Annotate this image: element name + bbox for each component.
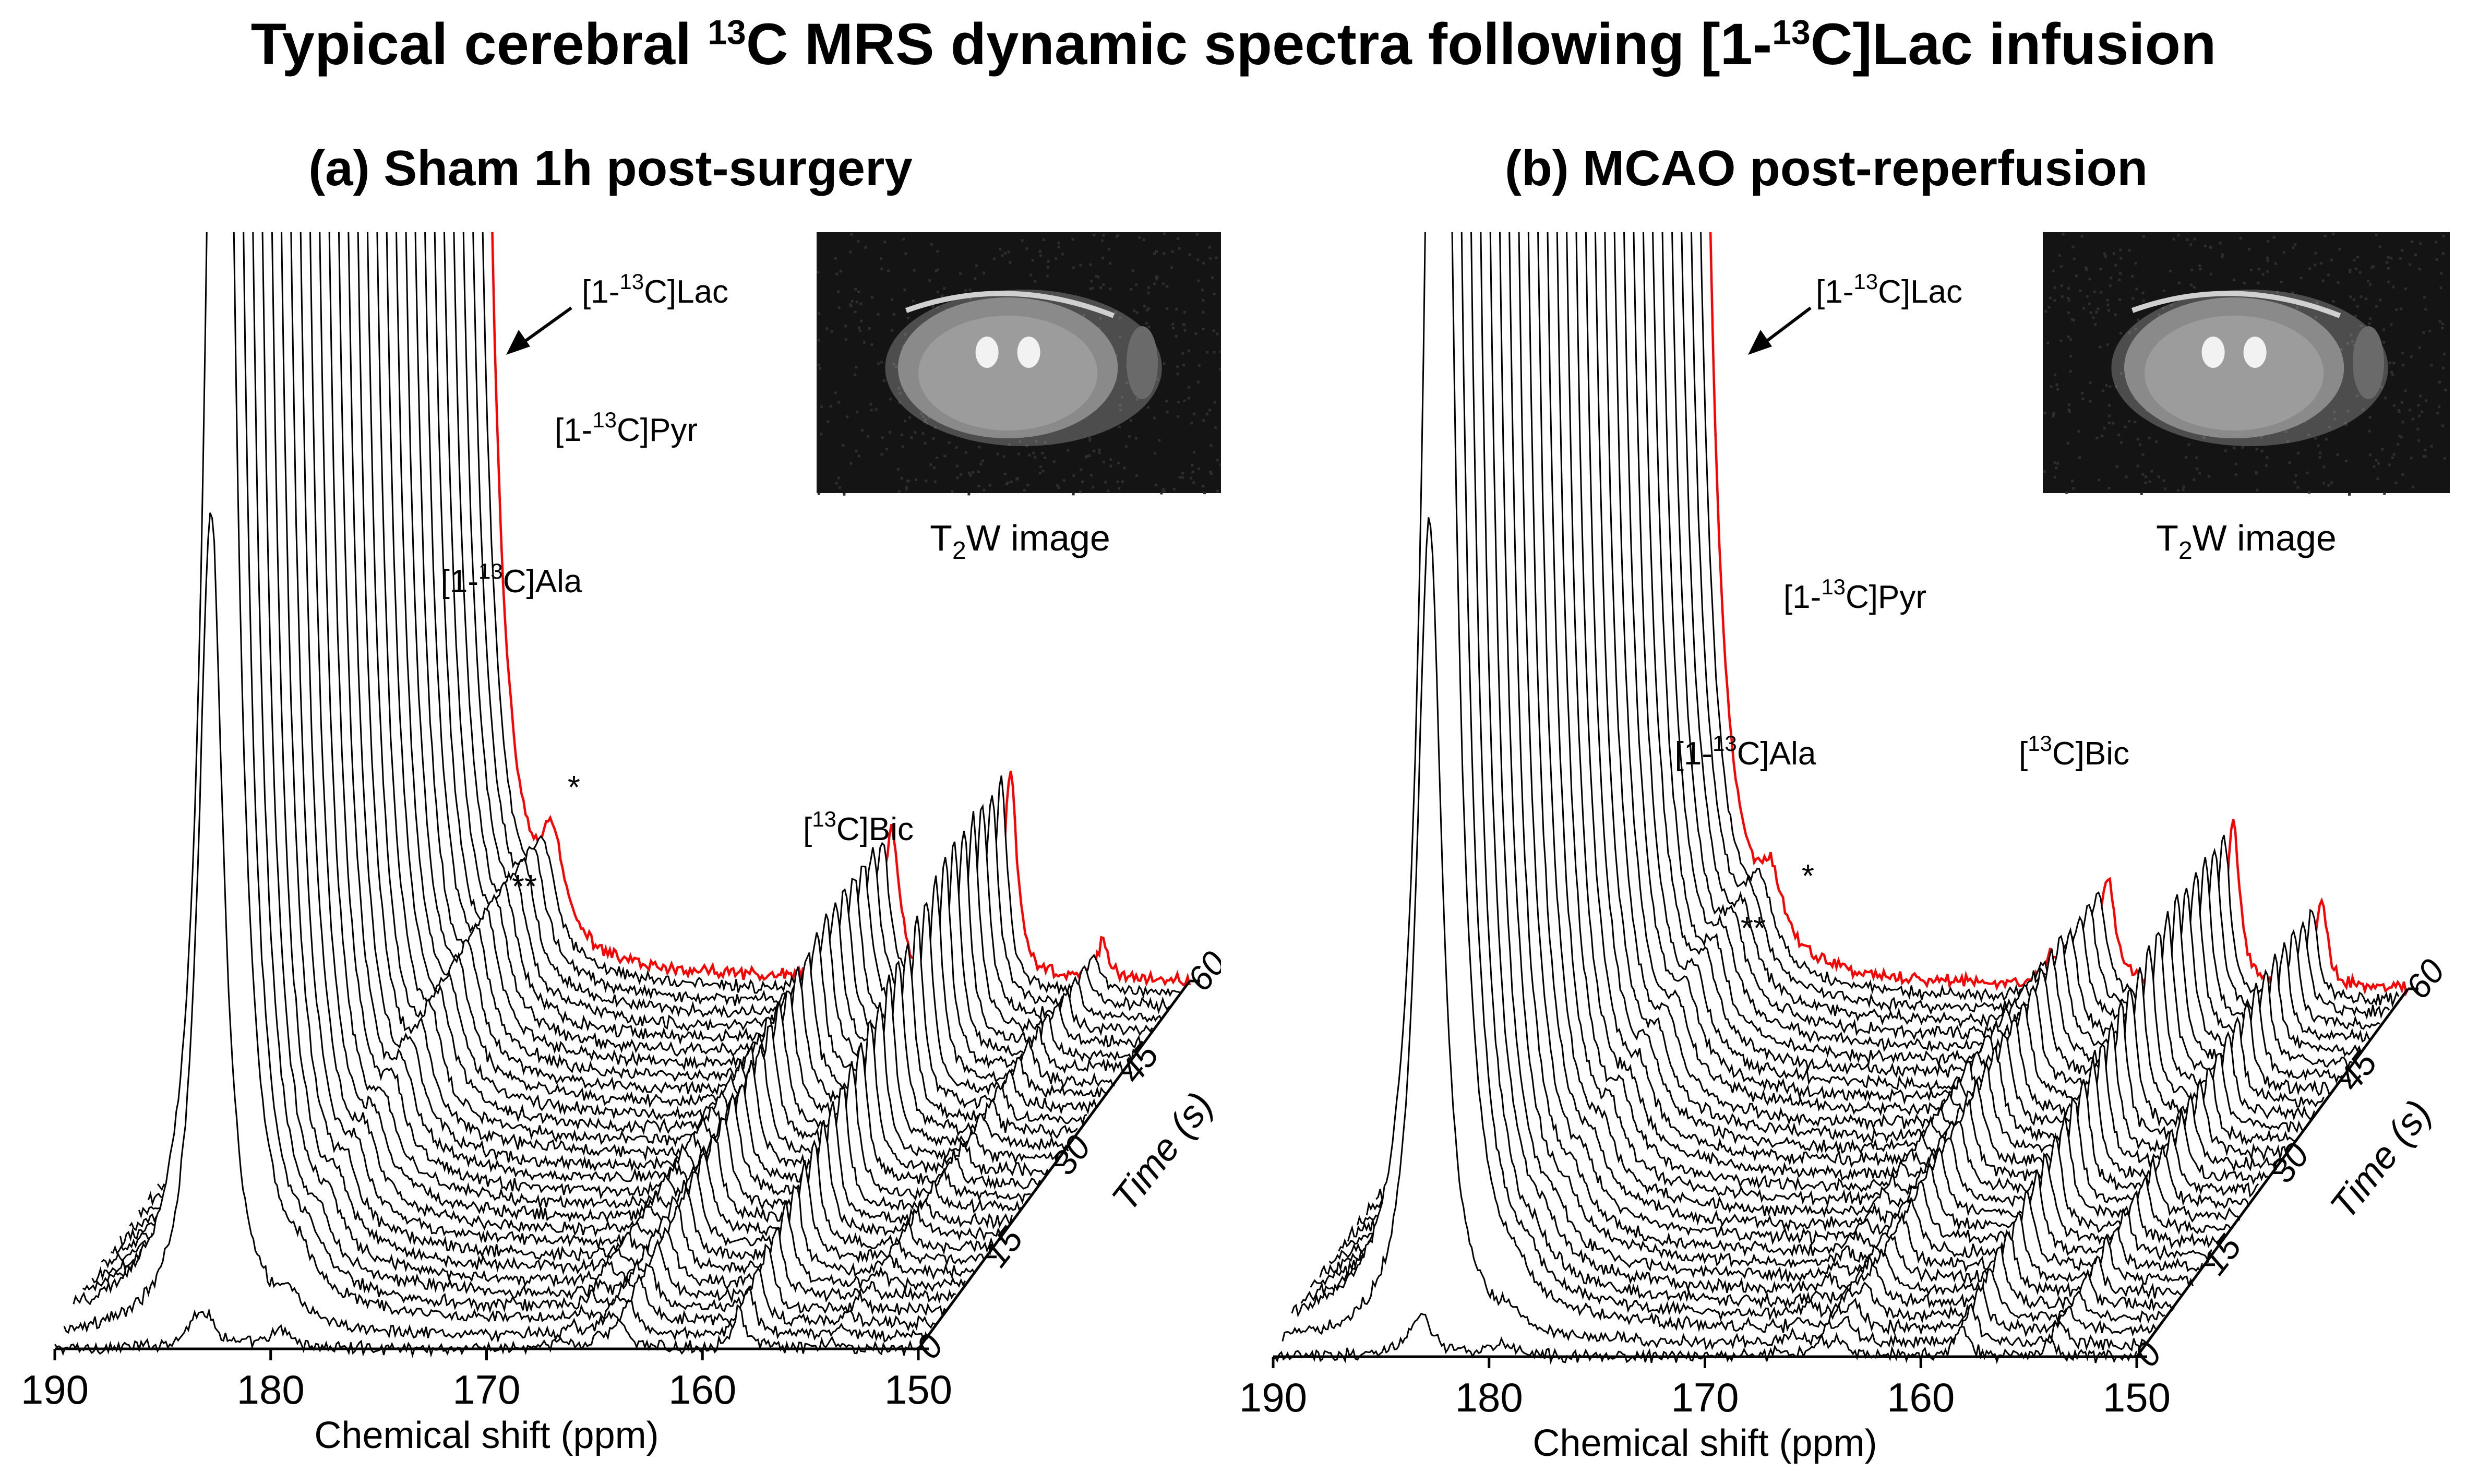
x-tick-label: 190 bbox=[1239, 1374, 1307, 1420]
spectrum-line bbox=[213, 232, 1078, 1139]
spectrum-line bbox=[1347, 232, 2212, 1262]
x-tick-label: 160 bbox=[1887, 1374, 1955, 1420]
time-axis-label: Time (s) bbox=[1104, 1085, 1221, 1219]
peak-annotation: [13C]Bic bbox=[803, 807, 914, 847]
annotation-arrowhead bbox=[1748, 330, 1772, 355]
spectrum-line bbox=[1506, 232, 2372, 1043]
spectrum-line bbox=[279, 232, 1144, 1049]
x-tick-label: 170 bbox=[1671, 1374, 1739, 1420]
inset-caption: T2W image bbox=[930, 518, 1110, 565]
mri-inset-image bbox=[817, 232, 1221, 496]
spectrum-line bbox=[166, 232, 1031, 1205]
inset-caption: T2W image bbox=[2156, 518, 2337, 565]
spectrum-line bbox=[1496, 232, 2362, 1057]
spectrum-line bbox=[232, 232, 1097, 1115]
spectrum-line bbox=[1478, 232, 2343, 1084]
spectrum-line bbox=[185, 232, 1050, 1177]
annotation-arrow bbox=[1758, 306, 1812, 348]
peak-annotation: [1-13C]Ala bbox=[441, 559, 582, 600]
mri-inset-image bbox=[2043, 232, 2450, 496]
spectrum-line-highlight bbox=[325, 232, 1191, 987]
spectrum-line bbox=[1516, 232, 2380, 1030]
x-tick-label: 150 bbox=[2103, 1374, 2171, 1420]
spectrum-line bbox=[297, 232, 1163, 1023]
page-title: Typical cerebral 13C MRS dynamic spectra… bbox=[250, 11, 2217, 77]
peak-annotation: * bbox=[568, 770, 580, 806]
x-axis-label: Chemical shift (ppm) bbox=[314, 1415, 658, 1456]
x-tick-label: 150 bbox=[884, 1367, 952, 1413]
peak-annotation: [1-13C]Pyr bbox=[1783, 575, 1926, 615]
spectrum-line bbox=[1319, 232, 2184, 1300]
time-axis-label: Time (s) bbox=[2322, 1093, 2440, 1227]
spectrum-line bbox=[1300, 232, 2165, 1324]
spectrum-line bbox=[1403, 232, 2268, 1185]
spectrum-line bbox=[1384, 232, 2250, 1210]
spectrum-line bbox=[316, 232, 1181, 999]
spectrum-line bbox=[63, 512, 929, 1344]
spectrum-line bbox=[91, 232, 956, 1304]
spectrum-line bbox=[260, 232, 1125, 1074]
x-tick-label: 170 bbox=[452, 1367, 520, 1413]
spectrum-line bbox=[138, 232, 1003, 1242]
spectrum-line bbox=[1291, 232, 2157, 1338]
spectrum-line bbox=[1394, 232, 2259, 1198]
spectrum-line bbox=[82, 232, 947, 1318]
spectrum-line bbox=[307, 232, 1171, 1014]
peak-annotation: [1-13C]Pyr bbox=[555, 408, 698, 448]
spectrum-line bbox=[1356, 232, 2222, 1249]
spectrum-line bbox=[73, 232, 938, 1332]
x-tick-label: 180 bbox=[1455, 1374, 1523, 1420]
spectrum-line bbox=[1412, 232, 2278, 1172]
peak-annotation: [1-13C]Lac bbox=[582, 269, 728, 310]
spectrum-line bbox=[1487, 232, 2352, 1071]
x-tick-label: 190 bbox=[21, 1367, 89, 1413]
peak-annotation: [1-13C]Lac bbox=[1816, 269, 1962, 310]
spectrum-line bbox=[1441, 232, 2306, 1134]
spectrum-line bbox=[222, 232, 1087, 1126]
x-tick-label: 180 bbox=[237, 1367, 305, 1413]
spectrum-line bbox=[119, 232, 985, 1266]
spectrum-line bbox=[101, 232, 966, 1292]
peak-annotation: * bbox=[1802, 858, 1814, 894]
spectrum-line bbox=[1338, 232, 2203, 1273]
spectrum-line bbox=[1375, 232, 2241, 1223]
x-axis-label: Chemical shift (ppm) bbox=[1532, 1422, 1877, 1464]
annotation-arrow bbox=[517, 306, 572, 348]
spectrum-line bbox=[269, 232, 1134, 1062]
spectrum-line bbox=[194, 232, 1060, 1165]
spectrum-line bbox=[157, 232, 1022, 1214]
spectrum-line bbox=[203, 232, 1069, 1152]
annotation-arrowhead bbox=[506, 330, 530, 355]
x-tick-label: 160 bbox=[668, 1367, 736, 1413]
spectrum-line bbox=[1459, 232, 2325, 1108]
spectrum-line bbox=[1328, 232, 2194, 1288]
spectrum-line bbox=[1469, 232, 2334, 1096]
spectrum-line bbox=[288, 232, 1153, 1036]
spectrum-line bbox=[147, 232, 1013, 1230]
chart-panel-a: (a) Sham 1h post-surgery 190 180 170 160 150 C… bbox=[21, 140, 1221, 1456]
spectrum-line bbox=[1451, 232, 2316, 1121]
spectrum-line bbox=[1422, 232, 2288, 1162]
spectrum-line bbox=[111, 232, 975, 1280]
spectrum-line bbox=[129, 232, 994, 1255]
peak-annotation: ** bbox=[512, 869, 537, 905]
spectrum-line bbox=[250, 232, 1115, 1088]
panel-title: (a) Sham 1h post-surgery bbox=[308, 140, 913, 196]
spectrum-line bbox=[241, 232, 1106, 1098]
chart-panel-b: (b) MCAO post-reperfusion 190 180 170 160 150… bbox=[1239, 140, 2452, 1464]
spectrum-line bbox=[1366, 232, 2231, 1235]
peak-annotation: ** bbox=[1741, 911, 1766, 947]
spectrum-line bbox=[1431, 232, 2296, 1146]
spectrum-line bbox=[1310, 232, 2175, 1312]
panel-title: (b) MCAO post-reperfusion bbox=[1505, 140, 2148, 196]
spectrum-line bbox=[1282, 517, 2147, 1352]
peak-annotation: [13C]Bic bbox=[2019, 731, 2129, 772]
peak-annotation: [1-13C]Ala bbox=[1675, 731, 1816, 772]
spectrum-line bbox=[175, 232, 1041, 1190]
